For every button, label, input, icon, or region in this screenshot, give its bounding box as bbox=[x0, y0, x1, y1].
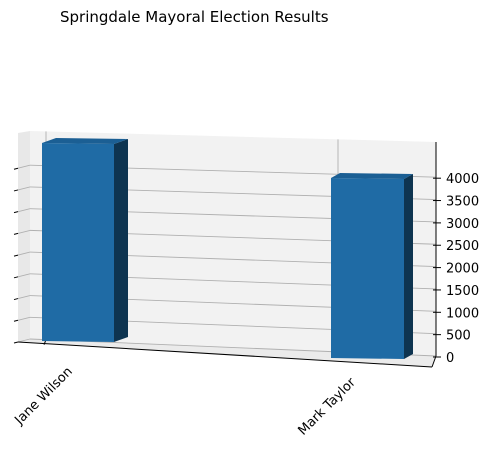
bar-side-1 bbox=[404, 174, 413, 359]
side-gridline-5 bbox=[17, 229, 31, 234]
side-gridline-4 bbox=[17, 251, 31, 256]
bar-top-1 bbox=[331, 173, 413, 179]
y-tick-label-6: 3000 bbox=[446, 217, 479, 232]
y-tick-label-8: 4000 bbox=[446, 172, 479, 187]
side-gridline-6 bbox=[17, 208, 31, 213]
left-tick-6 bbox=[13, 211, 19, 214]
left-tick-0 bbox=[13, 341, 19, 344]
y-tick-label-7: 3500 bbox=[446, 195, 479, 210]
side-pane bbox=[18, 131, 30, 342]
x-tick-label-0: Jane Wilson bbox=[12, 364, 76, 428]
y-tick-label-5: 2500 bbox=[446, 239, 479, 254]
y-tick-label-2: 1000 bbox=[446, 306, 479, 321]
chart-bars bbox=[42, 138, 413, 359]
side-gridline-8 bbox=[17, 164, 31, 169]
bar-side-0 bbox=[114, 139, 128, 342]
x-axis-line bbox=[17, 341, 433, 368]
side-gridline-3 bbox=[17, 273, 31, 278]
bar-top-0 bbox=[42, 138, 128, 144]
axis-corner bbox=[431, 355, 437, 368]
chart-title: Springdale Mayoral Election Results bbox=[60, 8, 329, 26]
left-tick-8 bbox=[13, 167, 19, 170]
x-tick-label-1: Mark Taylor bbox=[296, 375, 360, 439]
floor-pane bbox=[18, 339, 436, 367]
y-tick-label-4: 2000 bbox=[446, 262, 479, 277]
chart-axes bbox=[13, 142, 441, 368]
left-tick-1 bbox=[13, 319, 19, 322]
side-gridline-0 bbox=[17, 338, 31, 343]
side-gridline-1 bbox=[17, 316, 31, 321]
left-tick-5 bbox=[13, 232, 19, 235]
side-gridline-2 bbox=[17, 295, 31, 299]
left-tick-3 bbox=[13, 276, 19, 279]
left-tick-7 bbox=[13, 189, 19, 192]
left-tick-4 bbox=[13, 254, 19, 257]
side-gridline-7 bbox=[17, 186, 31, 191]
y-tick-label-3: 1500 bbox=[446, 284, 479, 299]
left-tick-2 bbox=[13, 298, 19, 301]
y-tick-label-1: 500 bbox=[446, 329, 471, 344]
bar-front-1 bbox=[331, 178, 404, 359]
bar-front-0 bbox=[42, 143, 114, 342]
y-tick-label-0: 0 bbox=[446, 351, 454, 366]
